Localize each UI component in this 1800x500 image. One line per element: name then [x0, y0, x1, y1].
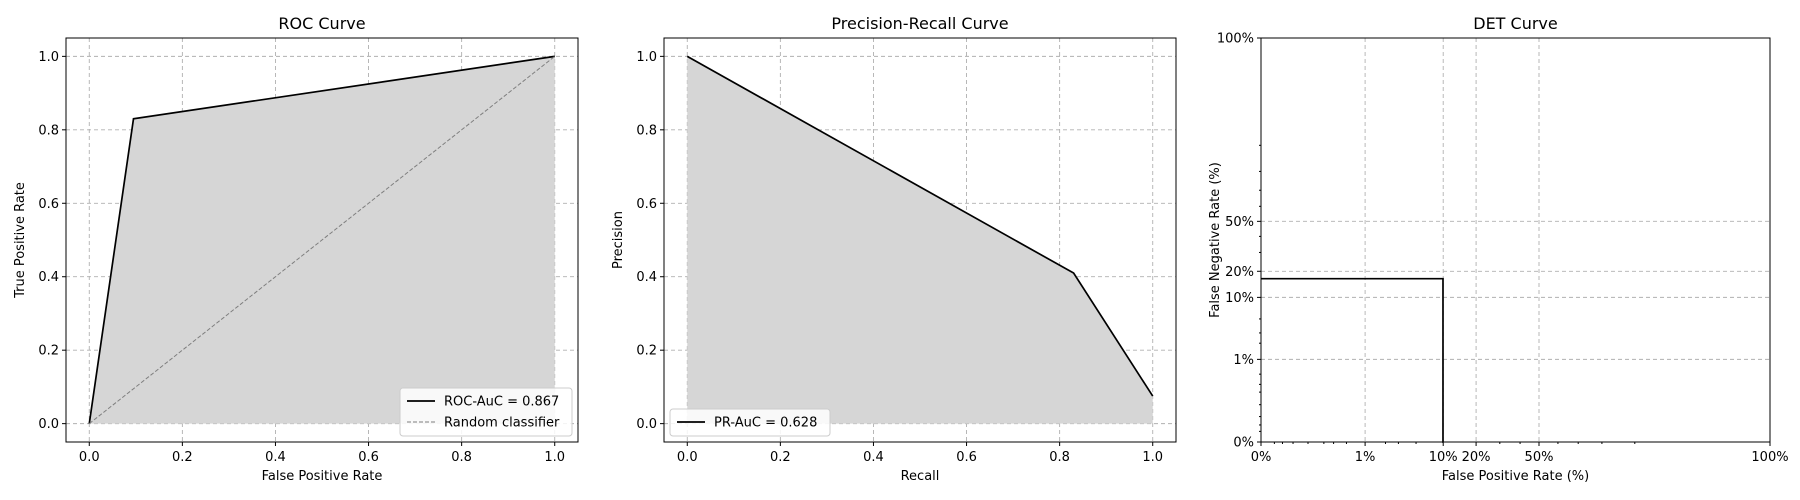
series-0-area-fill — [687, 56, 1153, 424]
chart-title: ROC Curve — [278, 14, 365, 33]
series-0-line — [1261, 277, 1444, 443]
legend-label: ROC-AuC = 0.867 — [444, 395, 559, 410]
x-tick-label: 100% — [1751, 450, 1788, 465]
x-tick-label: 1% — [1355, 450, 1376, 465]
x-tick-label: 1.0 — [1142, 450, 1163, 465]
y-tick-label: 1% — [1233, 353, 1254, 368]
x-tick-label: 10% — [1429, 450, 1458, 465]
x-tick-label: 0.6 — [956, 450, 977, 465]
legend-box — [669, 408, 831, 437]
y-tick-label: 10% — [1225, 291, 1254, 306]
x-tick-label: 0.6 — [358, 450, 379, 465]
y-tick-label: 50% — [1225, 215, 1254, 230]
series-0-line — [686, 55, 1154, 397]
x-tick-label: 0% — [1251, 450, 1272, 465]
det-panel: 0% 1% 10% 20% 50% 100% 0% 1% 10% 20% 50% 100% DET Cu… — [1208, 14, 1789, 484]
y-tick-label: 0% — [1233, 436, 1254, 451]
chart-title: DET Curve — [1473, 14, 1558, 33]
y-tick-label: 0.0 — [636, 417, 657, 432]
y-tick-label: 0.4 — [38, 270, 59, 285]
x-tick-label: 0.0 — [677, 450, 698, 465]
legend-box — [399, 387, 573, 437]
x-tick-label: 20% — [1462, 450, 1491, 465]
x-tick-label: 0.0 — [79, 450, 100, 465]
chart-title: Precision-Recall Curve — [831, 14, 1008, 33]
x-axis-label: False Positive Rate — [262, 469, 383, 484]
y-tick-label: 0.6 — [636, 197, 657, 212]
y-tick-label: 0.0 — [38, 417, 59, 432]
y-tick-label: 0.2 — [636, 344, 657, 359]
precision-recall-panel: 0.0 0.2 0.4 0.6 0.8 1.0 0.0 0.2 0.4 0.6 0.8 1.0 Prec… — [611, 14, 1177, 484]
y-axis-label: False Negative Rate (%) — [1208, 162, 1223, 318]
x-tick-label: 0.8 — [1049, 450, 1070, 465]
plot-frame — [1260, 37, 1771, 443]
x-tick-label: 1.0 — [544, 450, 565, 465]
y-tick-label: 20% — [1225, 265, 1254, 280]
x-tick-label: 0.4 — [265, 450, 286, 465]
y-tick-label: 1.0 — [38, 50, 59, 65]
legend: ROC-AuC = 0.867 Random classifier — [399, 387, 573, 437]
legend-label: Random classifier — [444, 416, 560, 431]
legend: PR-AuC = 0.628 — [669, 408, 831, 437]
y-tick-label: 0.8 — [38, 123, 59, 138]
x-axis-label: False Positive Rate (%) — [1442, 469, 1589, 484]
roc-panel: 0.0 0.2 0.4 0.6 0.8 1.0 0.0 0.2 0.4 0.6 0.8 1.0 ROC … — [13, 14, 579, 484]
y-tick-label: 1.0 — [636, 50, 657, 65]
y-tick-label: 0.6 — [38, 197, 59, 212]
x-tick-label: 0.2 — [172, 450, 193, 465]
x-tick-label: 0.4 — [863, 450, 884, 465]
y-axis-label: Precision — [611, 211, 626, 269]
plot-frame — [663, 37, 1177, 443]
y-axis-label: True Positive Rate — [13, 182, 28, 299]
y-tick-label: 0.2 — [38, 344, 59, 359]
y-tick-label: 0.4 — [636, 270, 657, 285]
y-tick-label: 0.8 — [636, 123, 657, 138]
x-tick-label: 0.2 — [770, 450, 791, 465]
x-tick-label: 0.8 — [451, 450, 472, 465]
series-1-line — [88, 55, 556, 425]
plot-frame — [65, 37, 579, 443]
x-axis-label: Recall — [901, 469, 940, 484]
y-tick-label: 100% — [1217, 32, 1254, 47]
x-tick-label: 50% — [1525, 450, 1554, 465]
series-0-line — [88, 55, 555, 424]
legend-label: PR-AuC = 0.628 — [714, 416, 817, 431]
